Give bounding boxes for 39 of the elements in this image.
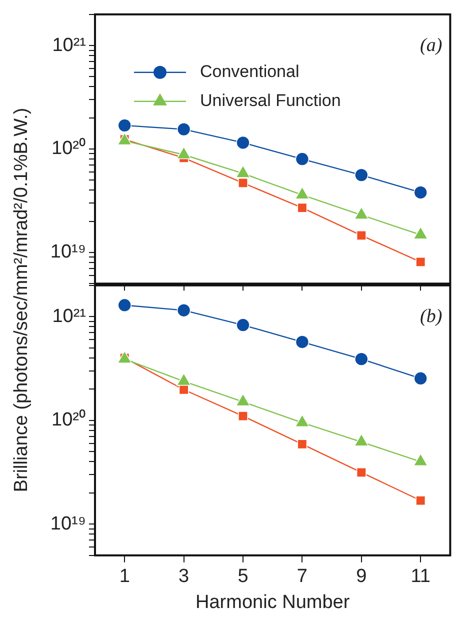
point: [236, 318, 250, 332]
point: [414, 186, 428, 200]
x-tick-label: 9: [356, 566, 367, 588]
x-tick-label: 11: [410, 566, 430, 588]
point: [238, 411, 248, 422]
x-tick-label: 1: [119, 566, 130, 588]
point: [414, 371, 428, 386]
point: [176, 303, 191, 318]
point: [295, 335, 310, 349]
x-tick-label: 3: [178, 566, 190, 588]
point: [354, 352, 368, 366]
y-tick-label: 10²⁰: [52, 137, 86, 160]
point: [416, 496, 426, 506]
x-tick-label: 5: [238, 566, 248, 588]
point: [356, 467, 366, 478]
point: [416, 256, 426, 267]
x-tick-label: 7: [296, 566, 308, 588]
annotation: (b): [420, 306, 442, 327]
point: [295, 152, 310, 166]
point: [297, 202, 308, 213]
y-tick-label: 10²¹: [52, 34, 86, 56]
point: [356, 230, 366, 240]
annotation: (a): [420, 34, 442, 56]
point: [178, 384, 189, 395]
point: [118, 118, 132, 132]
y-tick-label: 10²¹: [52, 306, 86, 327]
y-tick-label: 10¹⁹: [50, 242, 86, 263]
point: [118, 298, 132, 312]
point: [176, 122, 191, 136]
point: [236, 136, 250, 150]
legend-label: Conventional: [200, 62, 300, 82]
y-tick-label: 10²⁰: [52, 408, 86, 431]
point: [354, 168, 368, 182]
y-axis-title: Brilliance (photons/sec/mm²/mrad²/0.1%B.W.): [11, 108, 33, 492]
x-axis-title: Harmonic Number: [196, 592, 350, 613]
y-tick-label: 10¹⁹: [50, 513, 86, 534]
point: [238, 178, 248, 188]
legend-label: Universal Function: [200, 91, 341, 110]
point: [297, 439, 308, 450]
